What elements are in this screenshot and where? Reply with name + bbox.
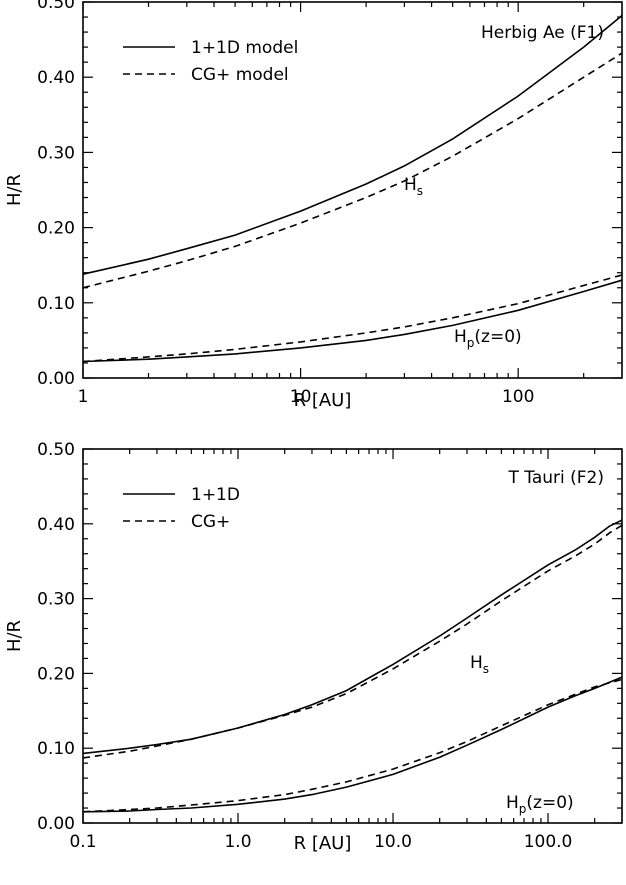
series-hs-solid-line [82, 519, 623, 755]
curve-label-s: Hs [404, 175, 423, 198]
curve-label-p: Hp(z=0) [454, 327, 522, 350]
x-tick-label: 100 [502, 387, 534, 407]
chart-panel-herbig: 1 10 100 0.00 0.10 0.20 0.30 0.40 0.50 R [AU] H/R H… [4, 0, 623, 411]
y-tick-label: 0.10 [37, 739, 75, 759]
x-tick-label: 1.0 [224, 832, 251, 852]
series-hp-dashed-line [82, 274, 623, 363]
legend-label: 1+1D model [191, 38, 298, 58]
plot-frame [82, 448, 623, 824]
y-tick-label: 0.40 [37, 68, 75, 88]
legend-label: CG+ [191, 512, 230, 532]
x-tick-label: 1 [78, 387, 89, 407]
x-tick-label: 10 [290, 387, 312, 407]
y-tick-label: 0.10 [37, 294, 75, 314]
y-tick-label: 0.30 [37, 590, 75, 610]
y-tick-label: 0.30 [37, 143, 75, 163]
y-tick-label: 0.00 [37, 814, 75, 834]
curve-label-p: Hp(z=0) [506, 793, 574, 816]
plot-frame [82, 1, 623, 379]
series-hs-dashed-line [82, 524, 623, 759]
panel-annotation-title: T Tauri (F2) [507, 468, 604, 488]
panel-annotation-title: Herbig Ae (F1) [481, 23, 604, 43]
x-axis-label: R [AU] [294, 833, 352, 854]
legend-label: 1+1D [191, 485, 240, 505]
x-tick-label: 100.0 [524, 832, 573, 852]
y-tick-label: 0.50 [37, 0, 75, 13]
series-hp-solid-line [82, 676, 623, 813]
x-tick-label: 10.0 [374, 832, 412, 852]
legend-label: CG+ model [191, 65, 289, 85]
series-hs-solid-line [82, 14, 623, 275]
y-tick-label: 0.40 [37, 515, 75, 535]
series-hp-dashed-line [82, 678, 623, 813]
chart-panel-ttauri: 0.1 1.0 10.0 100.0 0.00 0.10 0.20 0.30 0.40 0.50 R… [4, 440, 623, 854]
x-tick-label: 0.1 [69, 832, 96, 852]
y-tick-label: 0.50 [37, 440, 75, 460]
series-hs-dashed-line [82, 52, 623, 289]
y-tick-label: 0.20 [37, 219, 75, 239]
y-tick-label: 0.00 [37, 369, 75, 389]
y-axis-label: H/R [4, 620, 25, 652]
y-axis-label: H/R [4, 174, 25, 206]
series-hp-solid-line [82, 279, 623, 363]
y-tick-label: 0.20 [37, 664, 75, 684]
curve-label-s: Hs [470, 653, 489, 676]
x-axis-label: R [AU] [294, 390, 352, 411]
